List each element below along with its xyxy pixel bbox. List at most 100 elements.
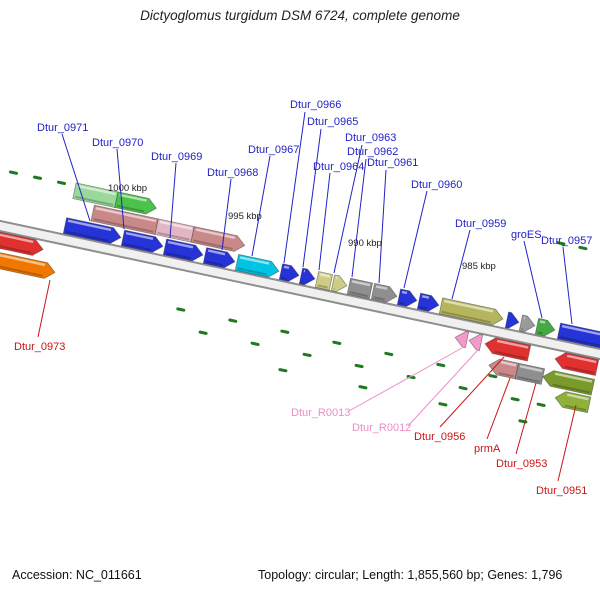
tick-dash — [358, 385, 368, 390]
gene-highlight — [500, 360, 517, 367]
gene-label[interactable]: Dtur_0971 — [37, 122, 88, 134]
gene-shade — [65, 230, 109, 242]
gene-shade — [552, 383, 590, 394]
label-leader-line — [169, 162, 177, 239]
gene-arrow[interactable] — [330, 274, 348, 293]
label-leader-line — [351, 158, 367, 278]
gene-highlight — [77, 184, 116, 196]
gene-arrow[interactable] — [114, 191, 157, 215]
gene-shade — [317, 284, 328, 289]
gene-arrow[interactable] — [416, 292, 440, 312]
tick-dash — [176, 307, 186, 312]
scale-label: 995 kbp — [228, 211, 262, 222]
label-leader-line — [283, 111, 306, 264]
label-leader-line — [302, 128, 322, 268]
gene-arrow[interactable] — [202, 247, 236, 269]
gene-arrow[interactable] — [514, 362, 546, 385]
tick-dash — [33, 175, 42, 180]
gene-arrow[interactable] — [468, 334, 484, 352]
tick-dash — [510, 397, 520, 402]
gene-highlight — [401, 290, 408, 295]
tick-dash — [384, 351, 394, 357]
gene-label[interactable]: Dtur_R0012 — [352, 422, 411, 434]
gene-arrow[interactable] — [396, 288, 418, 307]
label-leader-line — [378, 169, 387, 284]
gene-shade — [441, 310, 491, 324]
gene-arrow[interactable] — [534, 317, 556, 337]
gene-arrow[interactable] — [438, 297, 504, 326]
genome-backbone-line — [0, 230, 600, 361]
gene-label[interactable]: Dtur_0969 — [151, 151, 202, 163]
gene-shade — [517, 376, 540, 383]
tick-dash — [9, 170, 18, 175]
gene-label[interactable]: Dtur_0973 — [14, 341, 65, 353]
gene-label[interactable]: Dtur_0964 — [313, 161, 364, 173]
status-bar: Accession: NC_011661 Topology: circular;… — [0, 566, 600, 600]
gene-arrow[interactable] — [190, 226, 246, 252]
gene-arrow[interactable] — [504, 311, 520, 329]
label-leader-line — [439, 356, 505, 428]
gene-shade — [349, 291, 368, 298]
gene-arrow[interactable] — [278, 263, 300, 282]
gene-shade — [537, 331, 543, 335]
gene-label[interactable]: Dtur_0967 — [248, 144, 299, 156]
gene-label[interactable]: Dtur_0957 — [541, 235, 592, 247]
gene-label[interactable]: Dtur_0965 — [307, 116, 358, 128]
gene-highlight — [67, 219, 112, 232]
gene-arrow[interactable] — [518, 314, 536, 333]
gene-label[interactable]: Dtur_0956 — [414, 431, 465, 443]
gene-arrow[interactable] — [542, 370, 596, 396]
gene-arrow[interactable] — [484, 337, 532, 362]
tick-dash — [198, 330, 208, 335]
gene-label[interactable]: Dtur_0963 — [345, 132, 396, 144]
tick-dash — [458, 386, 468, 391]
label-leader-line — [523, 240, 543, 319]
label-leader-line — [451, 229, 471, 300]
gene-shade — [399, 301, 405, 305]
gene-arrow[interactable] — [62, 217, 122, 244]
gene-arrow[interactable] — [162, 238, 204, 262]
gene-label[interactable]: Dtur_0968 — [207, 167, 258, 179]
gene-highlight — [207, 249, 226, 256]
gene-arrow[interactable] — [554, 352, 600, 376]
genome-backbone — [0, 220, 600, 360]
gene-label[interactable]: Dtur_0951 — [536, 485, 587, 497]
gene-label[interactable]: Dtur_R0013 — [291, 407, 350, 419]
gene-highlight — [119, 193, 147, 202]
tick-dash — [438, 402, 448, 407]
tick-dash — [332, 340, 342, 345]
gene-label[interactable]: prmA — [474, 443, 501, 455]
label-leader-line — [403, 190, 428, 289]
gene-label[interactable]: Dtur_0970 — [92, 137, 143, 149]
gene-arrow[interactable] — [120, 229, 164, 253]
gene-label[interactable]: Dtur_0959 — [455, 218, 506, 230]
gene-highlight — [319, 273, 331, 278]
gene-label[interactable]: Dtur_0960 — [411, 179, 462, 191]
gene-highlight — [283, 265, 290, 269]
gene-arrow[interactable] — [298, 267, 316, 286]
gene-label[interactable]: Dtur_0961 — [367, 157, 418, 169]
gene-arrow[interactable] — [370, 282, 398, 303]
tick-dash — [228, 318, 238, 323]
gene-highlight — [443, 299, 494, 313]
gene-arrow[interactable] — [454, 331, 470, 349]
gene-arrow[interactable] — [234, 253, 280, 278]
tick-dash — [536, 402, 546, 407]
tick-dash — [278, 368, 288, 373]
gene-highlight — [351, 280, 371, 287]
label-leader-line — [318, 172, 331, 271]
label-leader-line — [562, 246, 573, 325]
gene-label[interactable]: groES — [511, 229, 542, 241]
gene-highlight — [554, 372, 593, 383]
gene-arrow[interactable] — [556, 322, 600, 349]
gene-highlight — [95, 207, 157, 223]
gene-shade — [373, 296, 385, 301]
scale-label: 1000 kbp — [108, 183, 147, 194]
label-leader-line — [61, 133, 91, 222]
label-leader-line — [557, 404, 577, 482]
tick-dash — [302, 352, 312, 357]
gene-label[interactable]: Dtur_0966 — [290, 99, 341, 111]
gene-label[interactable]: Dtur_0962 — [347, 146, 398, 158]
gene-label[interactable]: Dtur_0953 — [496, 458, 547, 470]
